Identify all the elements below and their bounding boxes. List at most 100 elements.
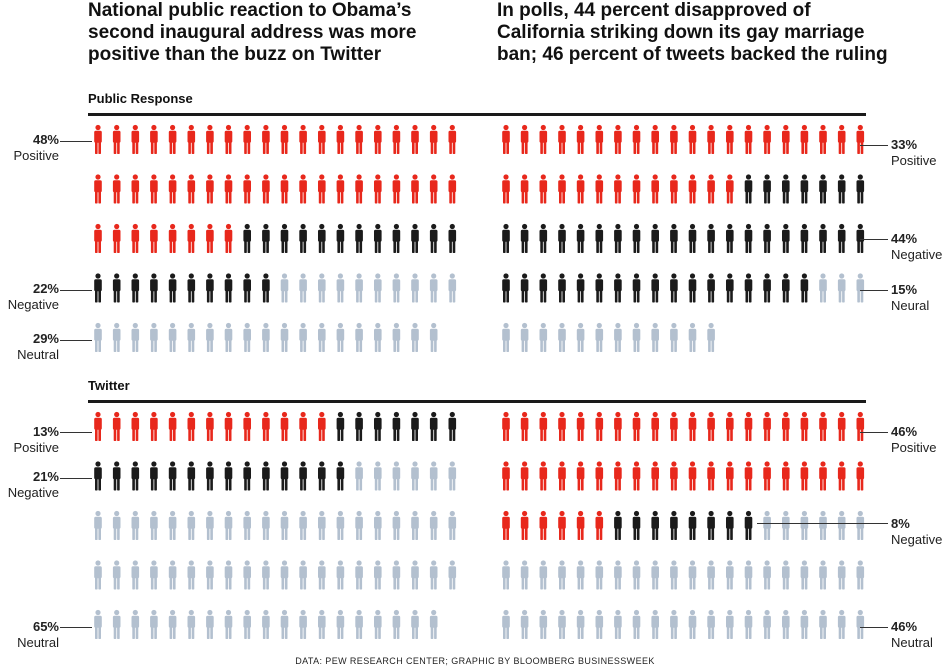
person-icon-positive [837, 461, 846, 491]
person-icon-negative [670, 273, 678, 303]
person-icon-neural [856, 273, 865, 303]
person-icon-negative [614, 273, 622, 303]
person-icon-negative [576, 223, 585, 253]
person-icon-negative [150, 273, 158, 303]
connector-line [60, 432, 92, 433]
source-footer: DATA: PEW RESEARCH CENTER; GRAPHIC BY BL… [295, 656, 655, 666]
person-icon-negative [262, 223, 270, 253]
person-icon-neural [539, 322, 548, 352]
person-icon-negative [112, 273, 121, 303]
person-icon-neutral [187, 609, 196, 639]
person-icon-neural [558, 322, 566, 352]
person-icon-neutral [168, 560, 177, 590]
person-icon-positive [707, 174, 715, 204]
person-icon-neutral [131, 510, 140, 540]
person-icon-positive [206, 174, 214, 204]
person-icon-neutral [763, 609, 771, 639]
person-icon-positive [187, 223, 196, 253]
person-icon-positive [763, 461, 771, 491]
person-icon-neural [837, 273, 846, 303]
person-icon-neutral [558, 609, 566, 639]
person-icon-positive [614, 411, 622, 441]
person-icon-neural [632, 322, 641, 352]
person-icon-positive [856, 124, 865, 154]
person-icon-negative [726, 273, 734, 303]
person-icon-positive [651, 461, 659, 491]
person-icon-neutral [782, 609, 790, 639]
person-icon-neutral [707, 609, 715, 639]
caption-percent: 46% [891, 619, 918, 634]
person-icon-negative [429, 411, 438, 441]
person-icon-neutral [392, 273, 401, 303]
person-icon-positive [280, 124, 289, 154]
person-icon-positive [131, 124, 140, 154]
person-icon-neutral [168, 322, 177, 352]
person-icon-positive [502, 461, 510, 491]
person-icon-positive [539, 124, 548, 154]
caption-obama-twitter-neutral: 65% Neutral [17, 619, 59, 651]
person-icon-positive [576, 461, 585, 491]
pictogram-panel [94, 124, 457, 352]
person-icon-positive [355, 174, 363, 204]
person-icon-neutral [670, 560, 678, 590]
person-icon-neutral [150, 560, 158, 590]
person-icon-neutral [558, 560, 566, 590]
person-icon-negative [94, 461, 102, 491]
person-icon-neutral [763, 560, 771, 590]
person-icon-negative [782, 273, 790, 303]
person-icon-positive [150, 124, 158, 154]
caption-percent: 29% [32, 331, 59, 346]
person-icon-neutral [448, 510, 457, 540]
person-icon-neutral [800, 560, 809, 590]
person-icon-neutral [614, 609, 622, 639]
person-icon-neutral [336, 560, 345, 590]
person-icon-negative [800, 174, 809, 204]
person-icon-positive [595, 411, 604, 441]
person-icon-neutral [374, 322, 382, 352]
person-icon-positive [280, 411, 289, 441]
person-icon-neutral [520, 560, 529, 590]
person-icon-positive [632, 124, 641, 154]
person-icon-neutral [112, 560, 121, 590]
person-icon-neural [576, 322, 585, 352]
person-icon-neutral [94, 510, 102, 540]
person-icon-positive [670, 174, 678, 204]
person-icon-neutral [280, 560, 289, 590]
person-icon-neutral [355, 560, 363, 590]
caption-percent: 65% [32, 619, 59, 634]
person-icon-positive [744, 124, 753, 154]
person-icon-positive [576, 510, 585, 540]
person-icon-neutral [539, 609, 548, 639]
person-icon-positive [187, 411, 196, 441]
person-icon-negative [837, 174, 846, 204]
person-icon-neutral [837, 560, 846, 590]
person-icon-positive [318, 174, 326, 204]
person-icon-negative [800, 273, 809, 303]
person-icon-positive [224, 124, 233, 154]
person-icon-positive [819, 124, 827, 154]
caption-label: Positive [891, 153, 937, 168]
person-icon-neutral [262, 560, 270, 590]
person-icon-positive [539, 411, 548, 441]
person-icon-negative [168, 461, 177, 491]
person-icon-positive [262, 124, 270, 154]
person-icon-neural [707, 322, 715, 352]
person-icon-positive [651, 124, 659, 154]
person-icon-neutral [374, 461, 382, 491]
caption-obama-twitter-negative: 21% Negative [8, 469, 59, 501]
person-icon-neutral [726, 560, 734, 590]
person-icon-neutral [336, 273, 345, 303]
person-icon-negative [299, 461, 307, 491]
person-icon-neutral [448, 461, 457, 491]
person-icon-positive [782, 411, 790, 441]
person-icon-positive [707, 124, 715, 154]
person-icon-neutral [429, 510, 438, 540]
person-icon-positive [614, 461, 622, 491]
person-icon-negative [224, 461, 233, 491]
person-icon-neutral [318, 609, 326, 639]
person-icon-positive [782, 461, 790, 491]
person-icon-neutral [299, 609, 307, 639]
person-icon-negative [800, 223, 809, 253]
person-icon-neutral [355, 609, 363, 639]
person-icon-positive [651, 411, 659, 441]
